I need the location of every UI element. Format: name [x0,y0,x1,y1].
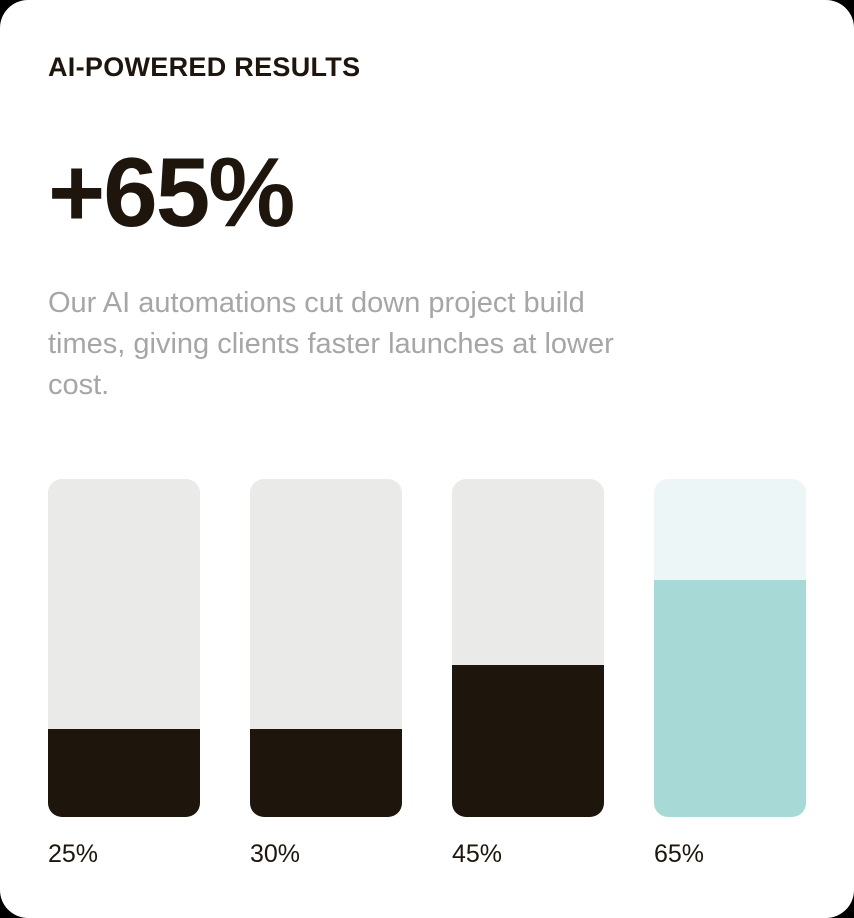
bar-track-4 [654,479,806,817]
bar-fill-2 [250,729,402,817]
bar-fill-3 [452,664,604,817]
bar-chart-bars: 25% 30% 45% 65% [48,479,806,869]
bar-chart: 25% 30% 45% 65% [48,479,806,869]
bar-track-2 [250,479,402,817]
bar-fill-4 [654,580,806,817]
bar-fill-1 [48,729,200,817]
section-title: AI-POWERED RESULTS [48,52,361,82]
bar-group-1: 25% [48,479,200,869]
bar-group-4-highlighted: 65% [654,479,806,869]
bar-track-3 [452,479,604,817]
bar-group-3: 45% [452,479,604,869]
stat-value: +65% [48,137,295,247]
bar-group-2: 30% [250,479,402,869]
stat-description: Our AI automations cut down project buil… [48,287,614,401]
bar-label-1: 25% [48,840,99,868]
bar-label-2: 30% [250,840,301,868]
bar-label-3: 45% [452,840,503,868]
bar-label-4: 65% [654,840,705,868]
bar-track-1 [48,479,200,817]
